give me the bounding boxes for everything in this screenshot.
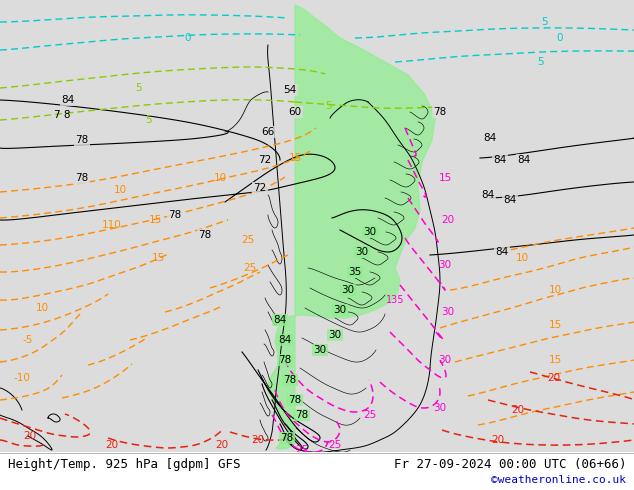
- Text: 66: 66: [261, 127, 275, 137]
- Text: 30: 30: [434, 403, 446, 413]
- Text: 78: 78: [198, 230, 212, 240]
- Text: 0: 0: [557, 33, 563, 43]
- Text: Height/Temp. 925 hPa [gdpm] GFS: Height/Temp. 925 hPa [gdpm] GFS: [8, 458, 240, 470]
- Text: 25: 25: [242, 235, 255, 245]
- Text: 78: 78: [288, 395, 302, 405]
- Text: 78: 78: [295, 410, 309, 420]
- Text: 30: 30: [333, 305, 347, 315]
- Text: 15: 15: [152, 253, 165, 263]
- Text: 20: 20: [216, 440, 229, 450]
- Text: 110: 110: [102, 220, 122, 230]
- Text: 54: 54: [283, 85, 297, 95]
- Text: 10: 10: [36, 303, 49, 313]
- Text: 10: 10: [113, 185, 127, 195]
- Text: 30: 30: [439, 355, 451, 365]
- Text: 5: 5: [541, 17, 548, 27]
- Text: 30: 30: [356, 247, 368, 257]
- Text: 30: 30: [313, 345, 327, 355]
- Text: 30: 30: [439, 260, 451, 270]
- Text: 20: 20: [491, 435, 505, 445]
- Text: 20: 20: [23, 431, 37, 441]
- Text: -10: -10: [13, 373, 30, 383]
- Text: 60: 60: [288, 107, 302, 117]
- Text: 15: 15: [288, 153, 302, 163]
- Text: 20: 20: [441, 215, 455, 225]
- Text: 15: 15: [438, 173, 451, 183]
- Text: 72: 72: [259, 155, 271, 165]
- Text: 7 8: 7 8: [54, 110, 70, 120]
- Text: ©weatheronline.co.uk: ©weatheronline.co.uk: [491, 475, 626, 485]
- Text: 15: 15: [148, 215, 162, 225]
- Text: 10: 10: [515, 253, 529, 263]
- Text: 30: 30: [363, 227, 377, 237]
- Text: 30: 30: [342, 285, 354, 295]
- Text: 84: 84: [278, 335, 292, 345]
- Text: 78: 78: [169, 210, 181, 220]
- Text: 25: 25: [295, 445, 309, 455]
- Text: 84: 84: [61, 95, 75, 105]
- Text: 84: 84: [273, 315, 287, 325]
- Text: 72: 72: [254, 183, 267, 193]
- Text: 84: 84: [483, 133, 496, 143]
- Text: 84: 84: [495, 247, 508, 257]
- Text: 30: 30: [328, 330, 342, 340]
- Text: 30: 30: [441, 307, 455, 317]
- Text: 78: 78: [434, 107, 446, 117]
- Text: 10: 10: [548, 285, 562, 295]
- Text: 25: 25: [243, 263, 257, 273]
- Text: 78: 78: [280, 433, 294, 443]
- Text: Fr 27-09-2024 00:00 UTC (06+66): Fr 27-09-2024 00:00 UTC (06+66): [394, 458, 626, 470]
- Text: 20: 20: [547, 373, 560, 383]
- Text: 25: 25: [328, 440, 342, 450]
- Text: 84: 84: [503, 195, 517, 205]
- Text: 78: 78: [278, 355, 292, 365]
- Text: 84: 84: [481, 190, 495, 200]
- Text: 35: 35: [348, 267, 361, 277]
- Text: 5: 5: [134, 83, 141, 93]
- Text: 78: 78: [75, 173, 89, 183]
- Text: 78: 78: [75, 135, 89, 145]
- Text: 78: 78: [283, 375, 297, 385]
- Text: 5: 5: [537, 57, 543, 67]
- Text: 0: 0: [184, 33, 191, 43]
- Text: 20: 20: [252, 435, 264, 445]
- Text: 25: 25: [363, 410, 377, 420]
- Text: 84: 84: [517, 155, 531, 165]
- Text: 10: 10: [214, 173, 226, 183]
- Text: 15: 15: [548, 320, 562, 330]
- Text: 15: 15: [548, 355, 562, 365]
- Text: 20: 20: [105, 440, 119, 450]
- Text: 5: 5: [325, 101, 332, 111]
- Text: 135: 135: [385, 295, 404, 305]
- Text: 5: 5: [145, 115, 152, 125]
- Polygon shape: [268, 5, 435, 449]
- Text: -5: -5: [23, 335, 33, 345]
- Text: 84: 84: [493, 155, 507, 165]
- Text: 20: 20: [512, 405, 524, 415]
